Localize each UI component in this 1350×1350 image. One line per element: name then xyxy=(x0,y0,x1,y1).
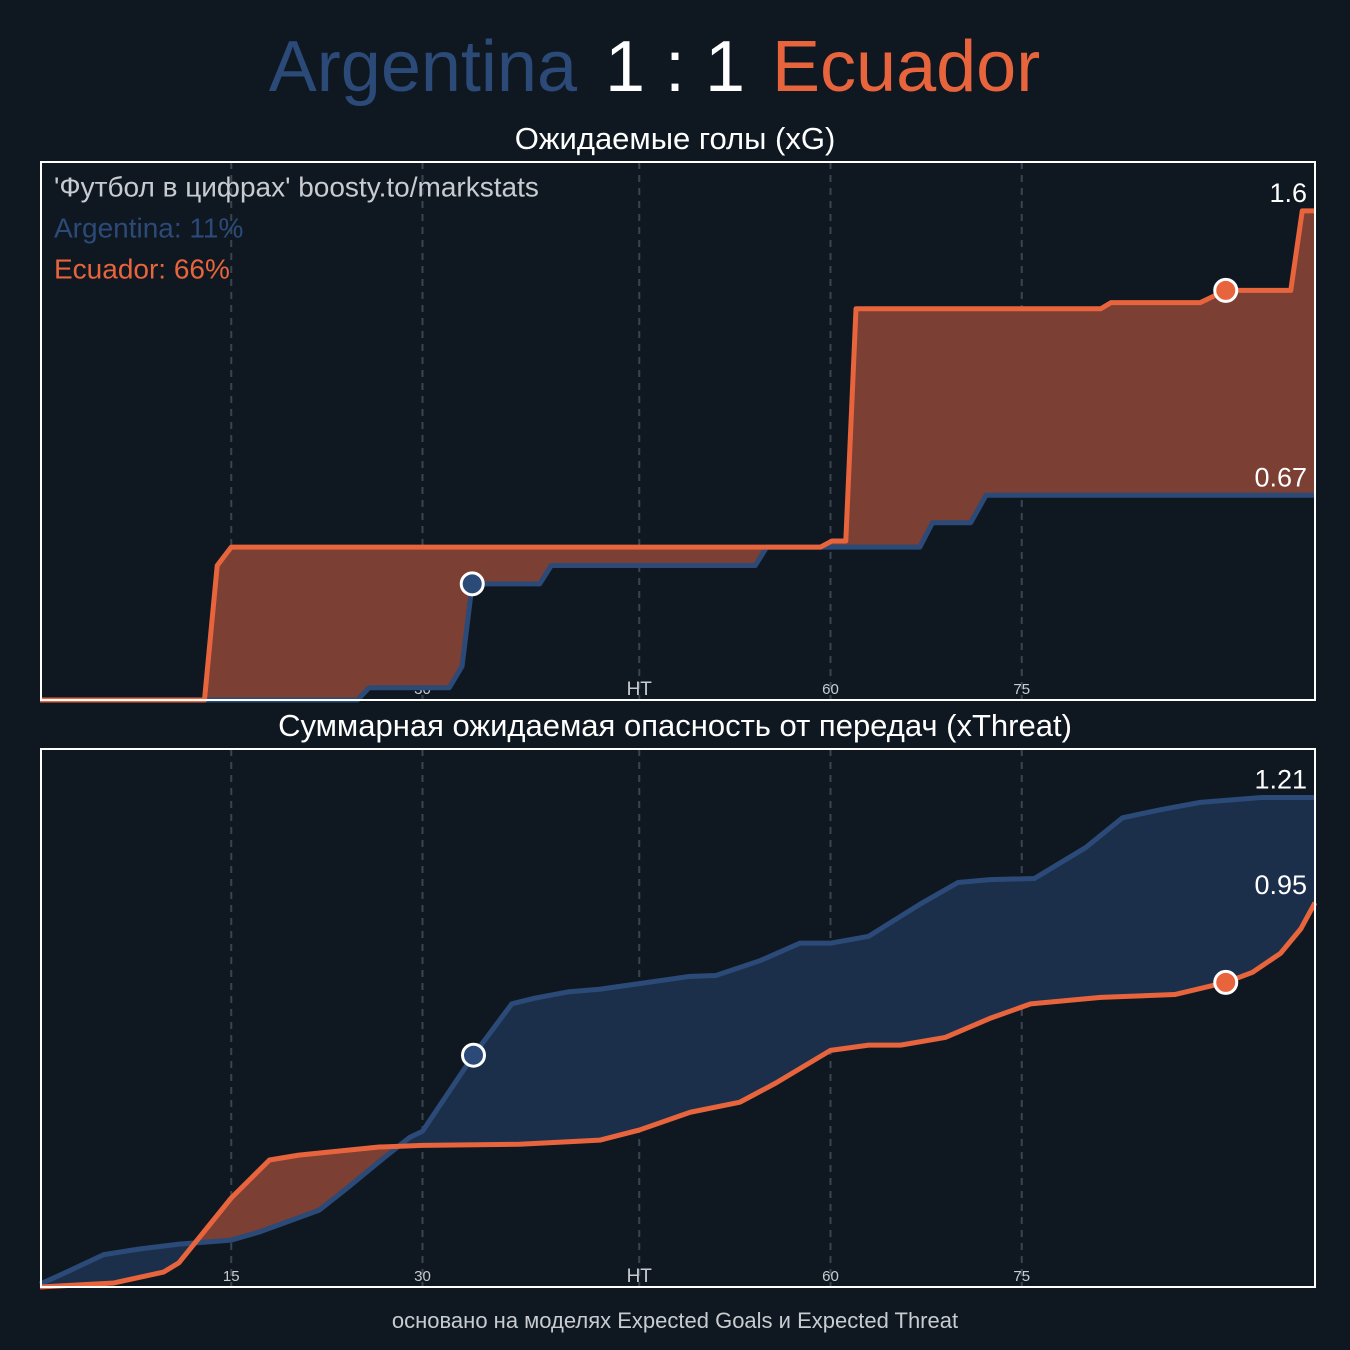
fill-between xyxy=(40,1242,195,1287)
annotation: Ecuador: 66% xyxy=(54,253,230,284)
x-tick-label: 30 xyxy=(414,1268,431,1285)
score: 1 : 1 xyxy=(605,27,745,107)
chart-title: Ожидаемые голы (xG) xyxy=(515,121,836,156)
x-tick-label: 60 xyxy=(822,1268,839,1285)
x-tick-label: HT xyxy=(627,1266,653,1287)
series-line xyxy=(39,901,1318,1290)
end-label: 0.67 xyxy=(1254,462,1307,492)
series-line xyxy=(40,492,1315,703)
fill-between xyxy=(398,797,1315,1147)
fill-between xyxy=(194,1146,399,1244)
goal-marker xyxy=(461,1042,486,1068)
x-tick-label: 75 xyxy=(1013,681,1030,698)
plot-frame xyxy=(40,161,1316,701)
annotation: Argentina: 11% xyxy=(54,212,243,243)
plot-frame xyxy=(40,748,1316,1288)
goal-marker xyxy=(1213,969,1239,995)
x-tick-label: 75 xyxy=(1013,1268,1030,1285)
series-line xyxy=(40,208,1315,703)
goal-marker xyxy=(459,571,485,597)
end-label: 0.95 xyxy=(1254,870,1307,900)
end-label: 1.21 xyxy=(1254,765,1307,795)
annotation: 'Футбол в цифрах' boosty.to/markstats xyxy=(54,171,539,202)
home-team: Argentina xyxy=(269,27,578,107)
x-tick-label: 15 xyxy=(223,1268,240,1285)
x-tick-label: HT xyxy=(627,679,653,700)
x-tick-label: 60 xyxy=(822,681,839,698)
away-team: Ecuador xyxy=(772,27,1040,107)
goal-marker xyxy=(1213,277,1239,303)
footer: основано на моделях Expected Goals и Exp… xyxy=(392,1308,958,1333)
end-label: 1.6 xyxy=(1269,178,1307,208)
chart-title: Суммарная ожидаемая опасность от передач… xyxy=(278,708,1072,743)
series-line xyxy=(38,795,1315,1287)
